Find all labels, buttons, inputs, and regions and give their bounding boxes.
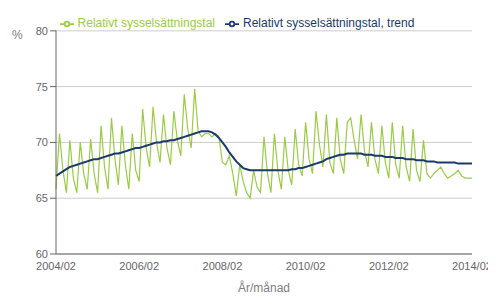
svg-text:60: 60 bbox=[36, 248, 48, 260]
svg-text:75: 75 bbox=[36, 81, 48, 93]
svg-text:70: 70 bbox=[36, 136, 48, 148]
svg-text:80: 80 bbox=[36, 25, 48, 37]
svg-text:2014/02: 2014/02 bbox=[452, 260, 488, 272]
html-text:Relativt sysselsättningstal: Relativt sysselsättningstal bbox=[77, 16, 215, 30]
svg-text:%: % bbox=[12, 28, 23, 42]
svg-text:2006/02: 2006/02 bbox=[119, 260, 159, 272]
svg-text:År/månad: År/månad bbox=[238, 280, 290, 295]
svg-text:2008/02: 2008/02 bbox=[203, 260, 243, 272]
html-text:Relativt sysselsättningstal, t: Relativt sysselsättningstal, trend bbox=[243, 16, 415, 30]
svg-text:2004/02: 2004/02 bbox=[36, 260, 76, 272]
svg-text:65: 65 bbox=[36, 192, 48, 204]
svg-text:2012/02: 2012/02 bbox=[369, 260, 409, 272]
svg-text:2010/02: 2010/02 bbox=[286, 260, 326, 272]
